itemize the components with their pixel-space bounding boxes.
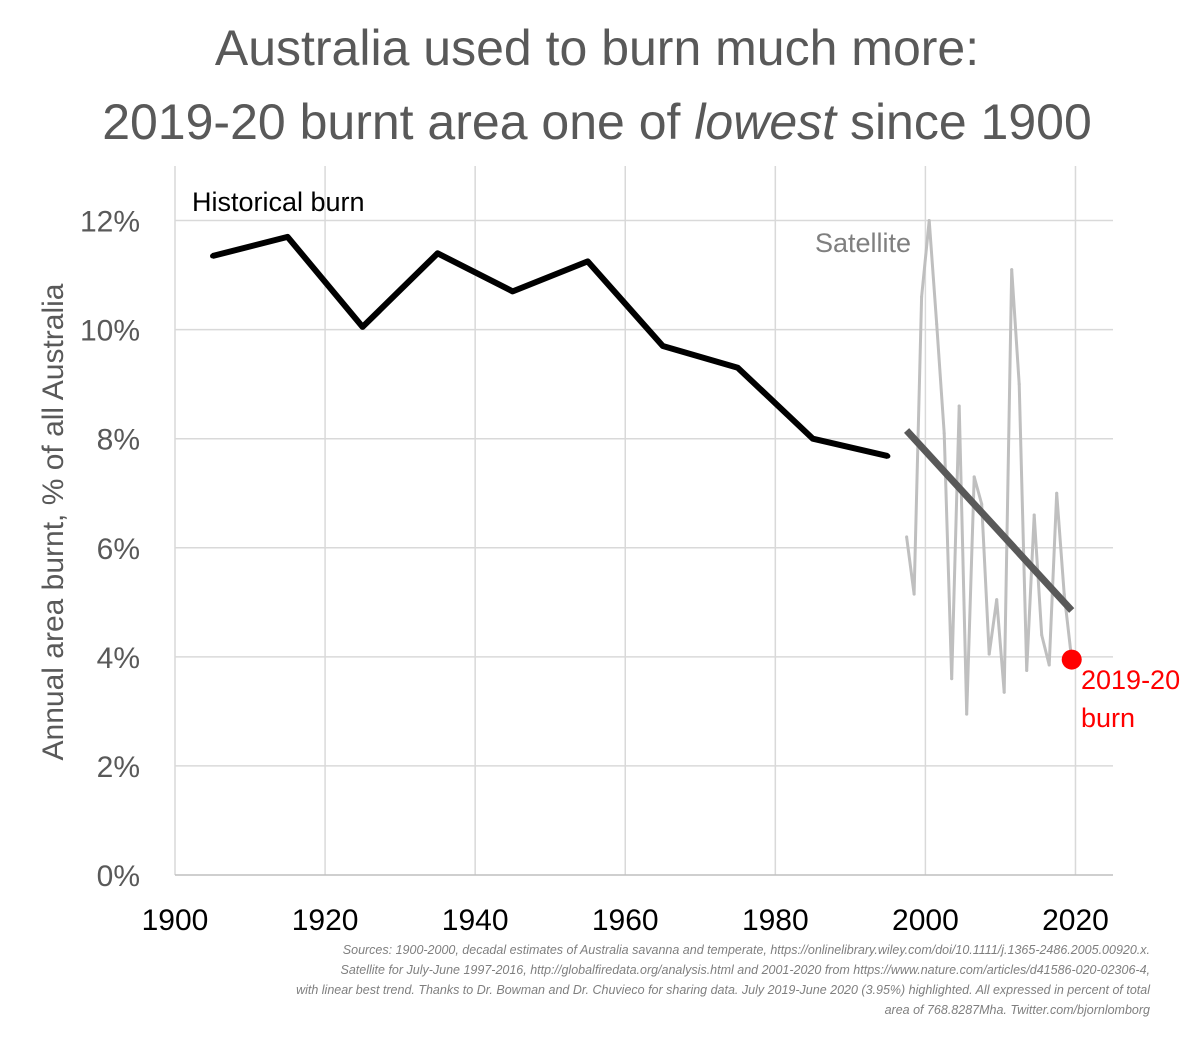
satellite-point <box>1032 513 1036 517</box>
sources-line: with linear best trend. Thanks to Dr. Bo… <box>296 983 1150 997</box>
sources-line: Satellite for July-June 1997-2016, http:… <box>340 963 1151 977</box>
highlight-label: burn <box>1081 703 1135 733</box>
x-tick-label: 1940 <box>442 904 509 937</box>
x-tick-label: 1960 <box>592 904 659 937</box>
x-tick-label: 1980 <box>742 904 809 937</box>
y-tick-label: 6% <box>97 533 140 566</box>
satellite-point <box>957 404 961 408</box>
series-label-satellite: Satellite <box>815 228 911 258</box>
satellite-point <box>927 219 931 223</box>
satellite-point <box>1040 633 1044 637</box>
satellite-point <box>965 712 969 716</box>
title-emphasis: lowest <box>694 94 837 150</box>
title-prefix: 2019-20 burnt area one of <box>102 94 695 150</box>
historical-point <box>510 288 516 294</box>
y-tick-label: 0% <box>97 860 140 893</box>
satellite-point <box>935 322 939 326</box>
satellite-point <box>942 431 946 435</box>
satellite-point <box>1025 668 1029 672</box>
historical-point <box>660 343 666 349</box>
x-tick-label: 2020 <box>1042 904 1109 937</box>
historical-point <box>885 453 891 459</box>
satellite-point <box>950 677 954 681</box>
y-tick-label: 2% <box>97 751 140 784</box>
satellite-point <box>972 475 976 479</box>
satellite-point <box>1055 491 1059 495</box>
burnt-area-chart: 0% 2% 4% 6% 8% 10% 12% 1900 1920 1940 1960 1980 2000… <box>37 166 1180 937</box>
highlight-label: 2019-20 <box>1081 665 1180 695</box>
sources-note: Sources: 1900-2000, decadal estimates of… <box>20 940 1150 1020</box>
historical-point <box>285 234 291 240</box>
y-tick-label: 4% <box>97 642 140 675</box>
satellite-series-line <box>905 219 1074 716</box>
satellite-point <box>995 598 999 602</box>
x-tick-label: 1920 <box>292 904 359 937</box>
chart-title-line-1: Australia used to burn much more: <box>214 20 980 76</box>
x-tick-label: 1900 <box>142 904 209 937</box>
satellite-point <box>1010 268 1014 272</box>
y-tick-label: 8% <box>97 424 140 457</box>
satellite-point <box>1002 690 1006 694</box>
trend-line <box>904 428 1075 613</box>
title-suffix: since 1900 <box>836 94 1092 150</box>
y-tick-label: 12% <box>80 206 140 239</box>
satellite-point <box>912 592 916 596</box>
historical-point <box>735 365 741 371</box>
historical-point <box>435 250 441 256</box>
y-tick-label: 10% <box>80 315 140 348</box>
satellite-point <box>905 535 909 539</box>
satellite-point <box>920 295 924 299</box>
series-label-historical: Historical burn <box>192 187 365 217</box>
satellite-point <box>1062 592 1066 596</box>
satellite-point <box>987 652 991 656</box>
satellite-point <box>980 502 984 506</box>
historical-point <box>210 253 216 259</box>
sources-line: area of 768.8287Mha. Twitter.com/bjornlo… <box>884 1003 1150 1017</box>
x-tick-label: 2000 <box>892 904 959 937</box>
chart-title-line-2: 2019-20 burnt area one of lowest since 1… <box>0 92 1194 152</box>
highlight-2019-20-point <box>1061 649 1082 670</box>
historical-point <box>360 324 366 330</box>
y-axis-label: Annual area burnt, % of all Australia <box>37 283 70 760</box>
satellite-point <box>1017 382 1021 386</box>
sources-line: Sources: 1900-2000, decadal estimates of… <box>342 943 1150 957</box>
satellite-point <box>1047 663 1051 667</box>
historical-point <box>585 258 591 264</box>
historical-series-line <box>211 233 889 460</box>
historical-point <box>810 436 816 442</box>
